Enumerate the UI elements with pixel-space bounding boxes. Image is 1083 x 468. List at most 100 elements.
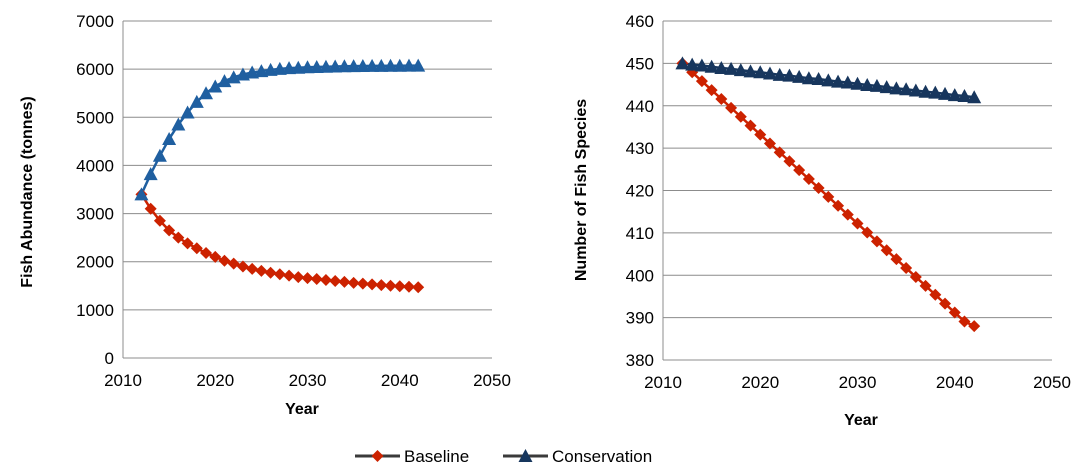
- data-point-conservation: [831, 74, 846, 88]
- legend-item-conservation: Conservation: [503, 447, 652, 466]
- data-point-conservation: [171, 117, 186, 131]
- y-tick-label: 460: [626, 12, 654, 31]
- legend-label-conservation: Conservation: [552, 447, 652, 466]
- data-point-baseline: [227, 257, 240, 270]
- x-tick-labels: 2010 2020 2030 2040 2050: [104, 371, 511, 390]
- y-tick-label: 400: [626, 266, 654, 285]
- data-point-conservation: [762, 66, 777, 80]
- data-point-baseline: [200, 247, 213, 260]
- data-point-conservation: [162, 131, 177, 145]
- y-tick-label: 440: [626, 97, 654, 116]
- data-point-conservation: [217, 74, 232, 88]
- data-point-conservation: [782, 68, 797, 82]
- data-point-baseline: [948, 306, 961, 319]
- data-point-baseline: [958, 315, 971, 328]
- x-tick-labels: 2010 2020 2030 2040 2050: [644, 373, 1071, 392]
- data-point-baseline: [292, 271, 305, 284]
- x-tick-label: 2050: [1033, 373, 1071, 392]
- y-axis-title: Number of Fish Species: [573, 99, 590, 281]
- data-point-baseline: [264, 266, 277, 279]
- data-point-baseline: [310, 273, 323, 286]
- data-point-conservation: [733, 63, 748, 77]
- data-point-baseline: [255, 264, 268, 277]
- y-tick-label: 2000: [76, 253, 114, 272]
- data-point-baseline: [763, 137, 776, 150]
- data-point-conservation: [869, 78, 884, 92]
- data-point-conservation: [724, 61, 739, 75]
- data-point-conservation: [411, 58, 426, 72]
- data-point-baseline: [218, 254, 231, 267]
- data-point-baseline: [163, 224, 176, 237]
- data-point-conservation: [811, 72, 826, 86]
- data-point-baseline: [375, 279, 388, 292]
- data-point-conservation: [957, 89, 972, 103]
- data-point-conservation: [753, 65, 768, 79]
- data-point-baseline: [393, 280, 406, 293]
- data-point-conservation: [889, 81, 904, 95]
- data-point-baseline: [929, 288, 942, 301]
- data-point-conservation: [383, 58, 398, 72]
- data-point-conservation: [392, 58, 407, 72]
- data-point-conservation: [346, 59, 361, 73]
- axes: [122, 21, 492, 359]
- data-point-baseline: [793, 164, 806, 177]
- axes: [662, 21, 1052, 361]
- data-point-baseline: [172, 231, 185, 244]
- data-point-conservation: [899, 82, 914, 96]
- y-tick-label: 5000: [76, 108, 114, 127]
- y-tick-label: 430: [626, 139, 654, 158]
- data-point-conservation: [704, 59, 719, 73]
- data-point-baseline: [356, 277, 369, 290]
- data-point-baseline: [744, 119, 757, 132]
- data-point-baseline: [870, 235, 883, 248]
- data-point-baseline: [812, 181, 825, 194]
- y-axis-title: Fish Abundance (tonnes): [19, 96, 36, 287]
- data-point-conservation: [309, 59, 324, 73]
- data-point-baseline: [880, 244, 893, 257]
- data-point-conservation: [772, 67, 787, 81]
- data-point-baseline: [190, 242, 203, 255]
- y-tick-label: 410: [626, 224, 654, 243]
- data-point-baseline: [402, 280, 415, 293]
- data-point-conservation: [199, 86, 214, 100]
- x-tick-label: 2010: [104, 371, 142, 390]
- x-tick-label: 2050: [473, 371, 511, 390]
- series-points: [134, 58, 426, 294]
- data-point-baseline: [909, 270, 922, 283]
- data-point-conservation: [938, 86, 953, 100]
- data-point-baseline: [900, 262, 913, 275]
- data-point-conservation: [908, 83, 923, 97]
- data-point-conservation: [300, 60, 315, 74]
- data-point-conservation: [714, 61, 729, 75]
- data-point-conservation: [850, 76, 865, 90]
- data-point-conservation: [365, 58, 380, 72]
- data-point-baseline: [338, 275, 351, 288]
- data-point-baseline: [773, 146, 786, 159]
- y-tick-label: 0: [105, 349, 114, 368]
- legend: Baseline Conservation: [355, 447, 652, 466]
- data-point-baseline: [783, 155, 796, 168]
- data-point-conservation: [801, 71, 816, 85]
- data-point-conservation: [291, 60, 306, 74]
- data-point-conservation: [189, 94, 204, 108]
- data-point-conservation: [821, 73, 836, 87]
- data-point-baseline: [939, 297, 952, 310]
- data-point-baseline: [209, 250, 222, 263]
- data-point-conservation: [879, 80, 894, 94]
- data-point-baseline: [890, 253, 903, 266]
- y-tick-label: 4000: [76, 156, 114, 175]
- legend-item-baseline: Baseline: [355, 447, 469, 466]
- data-point-conservation: [918, 84, 933, 98]
- data-point-conservation: [792, 69, 807, 83]
- data-point-conservation: [675, 56, 690, 70]
- x-tick-label: 2030: [839, 373, 877, 392]
- y-tick-label: 390: [626, 309, 654, 328]
- triangle-marker-icon: [518, 449, 533, 462]
- data-point-baseline: [725, 101, 738, 114]
- y-tick-label: 450: [626, 54, 654, 73]
- data-point-baseline: [861, 226, 874, 239]
- data-point-conservation: [134, 187, 149, 201]
- y-tick-label: 380: [626, 351, 654, 370]
- x-tick-label: 2020: [741, 373, 779, 392]
